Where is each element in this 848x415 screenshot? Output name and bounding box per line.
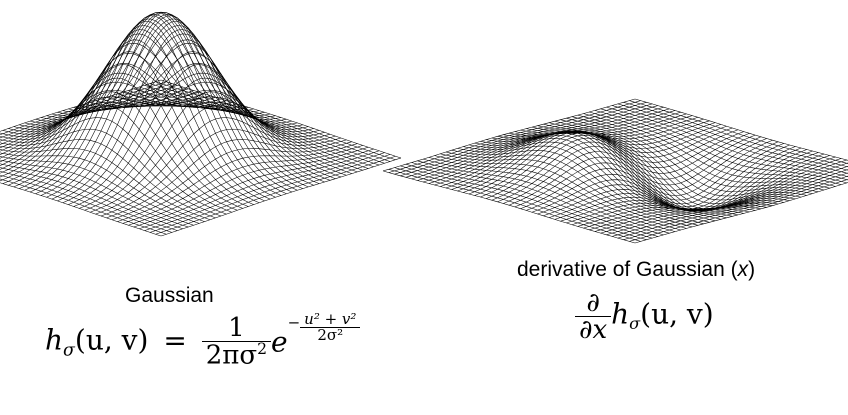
exp-denominator: 2σ²: [300, 327, 361, 343]
formula-denominator-exp: 2: [257, 340, 267, 359]
derivative-sigma-sub: σ: [629, 314, 641, 334]
derivative-surface-mesh: [382, 98, 848, 244]
exp-fraction: u² + v² 2σ²: [300, 310, 361, 343]
derivative-args: (u, v): [640, 297, 714, 331]
exp-sign: −: [287, 313, 301, 332]
derivative-formula: ∂ ∂x hσ(u, v): [575, 290, 714, 343]
formula-fraction: 1 2πσ2: [201, 313, 271, 371]
derivative-denominator: ∂x: [575, 316, 612, 343]
gaussian-surface-mesh: [0, 11, 402, 237]
formula-denominator-text: 2πσ: [205, 340, 258, 371]
formula-e: e: [271, 325, 288, 359]
gaussian-title: Gaussian: [125, 284, 214, 307]
exp-numerator: u² + v²: [304, 310, 357, 328]
gaussian-formula: hσ(u, v) = 1 2πσ2 e− u² + v² 2σ²: [45, 312, 361, 371]
formula-exponent: − u² + v² 2σ²: [288, 312, 361, 343]
derivative-numerator: ∂: [586, 288, 600, 318]
formula-numerator: 1: [228, 313, 245, 344]
derivative-h: h: [611, 297, 630, 331]
formula-sigma-sub: σ: [63, 340, 75, 361]
formula-denominator: 2πσ2: [201, 340, 271, 371]
derivative-title-var: x: [737, 258, 749, 281]
formula-h: h: [45, 323, 64, 357]
derivative-title-prefix: derivative of Gaussian (: [517, 258, 738, 281]
derivative-fraction: ∂ ∂x: [575, 288, 612, 343]
formula-equals: =: [163, 323, 187, 357]
derivative-title-suffix: ): [748, 258, 756, 281]
derivative-title: derivative of Gaussian (x): [517, 258, 755, 282]
formula-args: (u, v): [74, 323, 149, 357]
